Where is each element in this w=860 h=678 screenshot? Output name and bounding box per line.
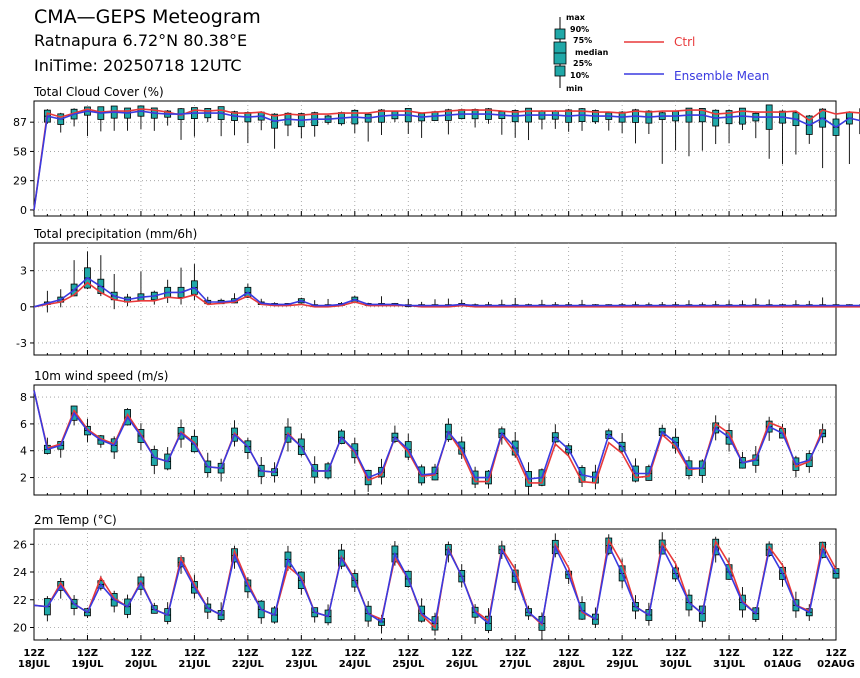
legend-box-label: 75% [573, 36, 592, 45]
x-tick-label: 12Z [665, 648, 686, 659]
x-tick-label: 19JUL [71, 659, 104, 670]
x-tick-label: 12Z [291, 648, 312, 659]
y-tick-label: 2 [20, 472, 27, 485]
x-tick-label: 27JUL [499, 659, 532, 670]
ensemble-mean-line [33, 110, 860, 211]
x-tick-label: 18JUL [18, 659, 51, 670]
panel-title: 2m Temp (°C) [34, 513, 117, 527]
x-tick-label: 12Z [825, 648, 846, 659]
init-time-label: IniTime: 20250718 12UTC [34, 56, 242, 75]
x-tick-label: 12Z [558, 648, 579, 659]
x-tick-label: 12Z [77, 648, 98, 659]
x-tick-label: 12Z [718, 648, 739, 659]
x-tick-label: 12Z [772, 648, 793, 659]
x-tick-label: 12Z [23, 648, 44, 659]
y-tick-label: 6 [20, 418, 27, 431]
x-tick-label: 12Z [344, 648, 365, 659]
legend-box-upper [554, 28, 566, 40]
y-tick-label: 26 [13, 538, 27, 551]
panel-title: Total Cloud Cover (%) [33, 85, 164, 99]
y-tick-label: -3 [16, 337, 27, 350]
legend-mean-label: Ensemble Mean [674, 69, 769, 83]
x-tick-label: 12Z [237, 648, 258, 659]
panel-title: Total precipitation (mm/6h) [33, 227, 197, 241]
legend-box-label: 10% [570, 71, 589, 80]
x-tick-label: 28JUL [553, 659, 586, 670]
x-tick-label: 12Z [612, 648, 633, 659]
y-tick-label: 3 [20, 265, 27, 278]
x-tick-label: 24JUL [339, 659, 372, 670]
x-tick-label: 12Z [184, 648, 205, 659]
y-tick-label: 22 [13, 594, 27, 607]
x-tick-label: 01AUG [764, 659, 802, 670]
x-tick-label: 21JUL [178, 659, 211, 670]
x-tick-label: 25JUL [392, 659, 425, 670]
y-tick-label: 4 [20, 445, 27, 458]
ensemble-mean-line [33, 390, 824, 480]
x-tick-label: 12Z [398, 648, 419, 659]
y-tick-label: 0 [20, 301, 27, 314]
x-tick-label: 31JUL [713, 659, 746, 670]
x-tick-label: 29JUL [606, 659, 639, 670]
y-tick-label: 29 [13, 175, 27, 188]
ctrl-line [33, 108, 860, 211]
x-tick-label: 12Z [451, 648, 472, 659]
y-tick-label: 24 [13, 566, 27, 579]
y-tick-label: 58 [13, 145, 27, 158]
y-tick-label: 87 [13, 116, 27, 129]
x-tick-label: 30JUL [660, 659, 693, 670]
x-tick-label: 26JUL [446, 659, 479, 670]
location-label: Ratnapura 6.72°N 80.38°E [34, 31, 248, 50]
legend-box-label: median [575, 48, 609, 57]
legend-box-label: min [566, 84, 583, 93]
legend-box-label: 90% [570, 25, 589, 34]
legend-box-label: 25% [573, 59, 592, 68]
legend-box-lower [554, 65, 566, 77]
y-tick-label: 20 [13, 622, 27, 635]
x-tick-label: 12Z [505, 648, 526, 659]
y-tick-label: 8 [20, 391, 27, 404]
x-tick-label: 02AUG [817, 659, 855, 670]
x-tick-label: 23JUL [285, 659, 318, 670]
x-tick-label: 12Z [130, 648, 151, 659]
y-tick-label: 0 [20, 204, 27, 217]
chart-title: CMA—GEPS Meteogram [34, 6, 261, 28]
panel-title: 10m wind speed (m/s) [34, 369, 168, 383]
x-tick-label: 20JUL [125, 659, 158, 670]
ctrl-line [33, 281, 860, 308]
legend-ctrl-label: Ctrl [674, 35, 695, 49]
ensemble-mean-line [33, 276, 860, 308]
legend-box-label: max [566, 13, 586, 22]
x-tick-label: 22JUL [232, 659, 265, 670]
ensemble-mean-line [33, 543, 837, 625]
